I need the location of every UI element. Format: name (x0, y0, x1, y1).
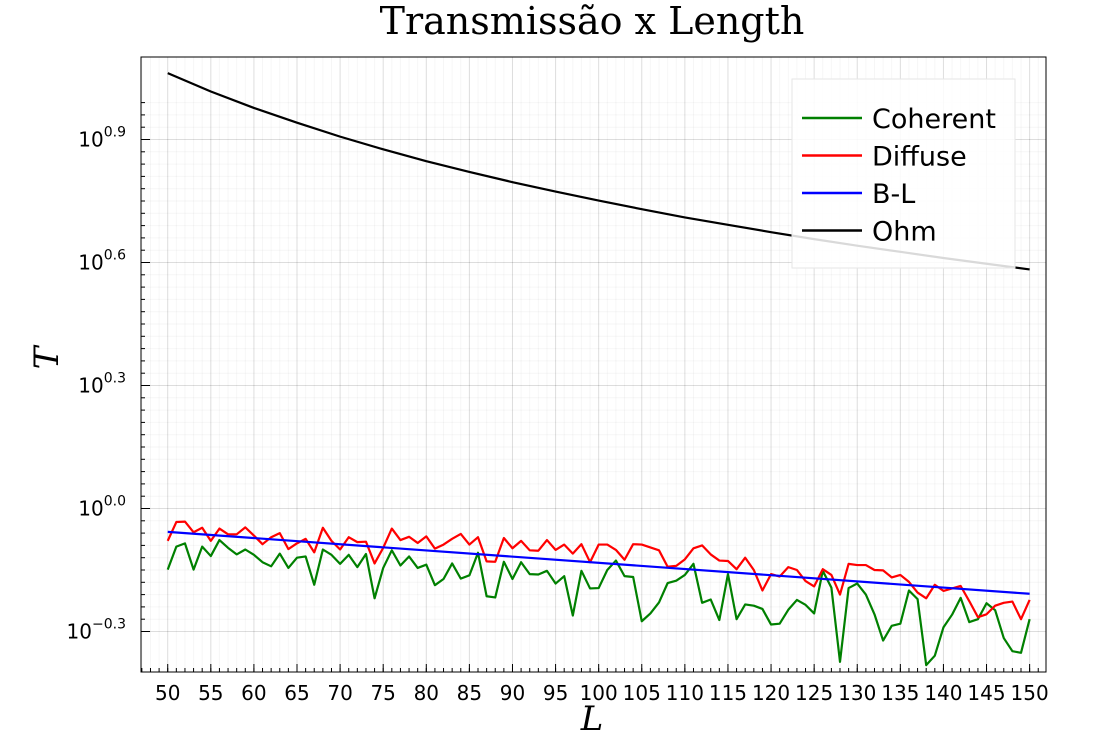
y-tick-label: 100.9 (78, 125, 126, 152)
x-tick-label: 130 (838, 681, 876, 705)
x-tick-label: 145 (967, 681, 1005, 705)
y-axis-label: T (27, 344, 67, 369)
x-tick-label: 135 (881, 681, 919, 705)
legend-label-diffuse: Diffuse (872, 142, 967, 173)
x-tick-label: 125 (795, 681, 833, 705)
series-line-coherent (166, 538, 1031, 667)
legend-label-ohm: Ohm (872, 217, 937, 248)
x-axis-label: L (580, 699, 604, 739)
x-tick-label: 50 (155, 681, 180, 705)
x-tick-label: 60 (241, 681, 266, 705)
y-tick-label: 100.6 (78, 248, 126, 275)
x-tick-label: 70 (327, 681, 352, 705)
x-tick-label: 95 (543, 681, 568, 705)
x-tick-label: 105 (623, 681, 661, 705)
x-tick-label: 80 (414, 681, 439, 705)
legend: Coherent Diffuse B-L Ohm (791, 78, 1016, 269)
x-tick-label: 85 (457, 681, 482, 705)
y-tick-label: 10−0.3 (67, 617, 126, 644)
gridlines (141, 57, 1046, 672)
series-line-diffuse (166, 520, 1031, 621)
plot-frame (140, 56, 1047, 673)
x-tick-label: 115 (709, 681, 747, 705)
x-tick-label: 75 (370, 681, 395, 705)
axis-ticks: 50 55 60 65 70 75 80 85 90 95 100 105 110 115 120 125 13… (67, 102, 1049, 705)
x-tick-label: 140 (924, 681, 962, 705)
series-line-b-l (167, 530, 1030, 595)
y-tick-label: 100.0 (78, 494, 126, 521)
y-tick-label: 100.3 (78, 371, 126, 398)
x-tick-label: 55 (198, 681, 223, 705)
legend-label-coherent: Coherent (872, 104, 996, 135)
x-tick-label: 90 (500, 681, 525, 705)
legend-box (791, 78, 1016, 269)
legend-label-b-l: B-L (872, 179, 915, 210)
x-tick-label: 150 (1011, 681, 1049, 705)
x-tick-label: 110 (666, 681, 704, 705)
x-tick-label: 100 (580, 681, 618, 705)
x-tick-label: 120 (752, 681, 790, 705)
x-tick-label: 65 (284, 681, 309, 705)
chart-title: Transmissão x Length (380, 0, 805, 43)
